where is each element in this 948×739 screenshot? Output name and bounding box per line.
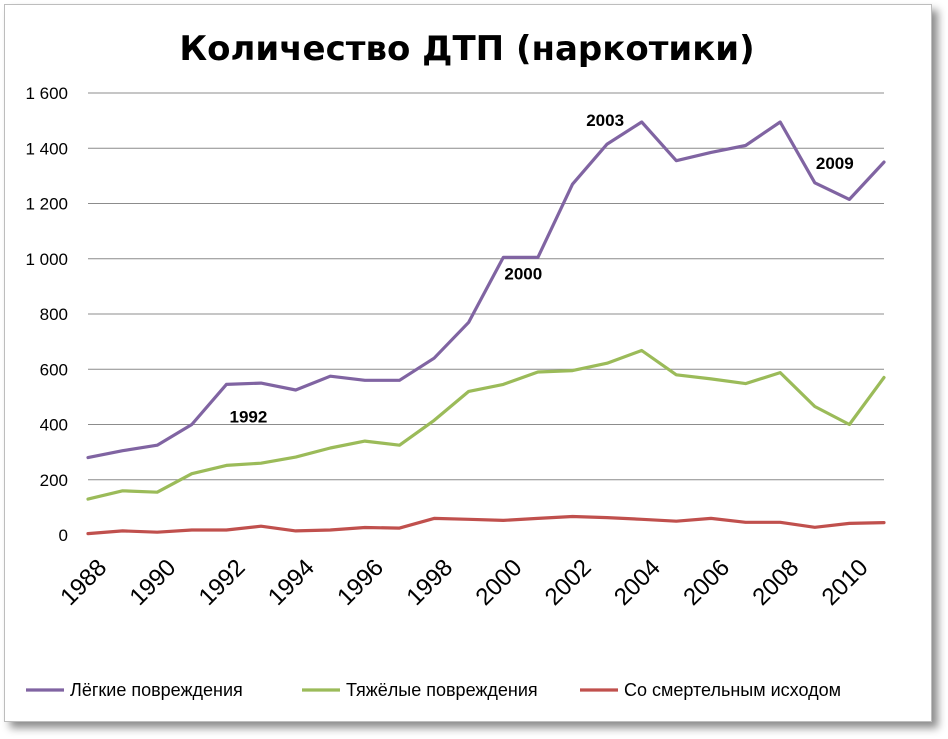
y-tick-label: 400: [40, 416, 68, 435]
annotation-label: 1992: [230, 407, 268, 426]
series-line-2: [86, 348, 886, 501]
x-axis-ticks: 1988 1990 1992 1994 1996 1998 2000 2002 2004 2006…: [55, 554, 873, 611]
y-axis-ticks: 0 200 400 600 800 1 000 1 200 1 400 1 600: [25, 84, 68, 545]
series-line-3: [86, 514, 886, 536]
legend-label: Со смертельным исходом: [624, 680, 841, 700]
y-tick-label: 1 200: [25, 195, 68, 214]
x-tick-label: 2000: [471, 554, 528, 611]
legend-item-3: Со смертельным исходом: [580, 680, 841, 700]
annotation-label: 2009: [816, 154, 854, 173]
x-tick-label: 1988: [55, 554, 112, 611]
y-tick-label: 0: [59, 526, 68, 545]
gridlines: [88, 92, 884, 481]
x-tick-label: 1992: [194, 554, 251, 611]
annotation-label: 2003: [586, 111, 624, 130]
x-tick-label: 1996: [332, 554, 389, 611]
y-tick-label: 1 400: [25, 139, 68, 158]
x-tick-label: 2002: [540, 554, 597, 611]
y-tick-label: 800: [40, 305, 68, 324]
x-tick-label: 2010: [817, 554, 874, 611]
x-tick-label: 1994: [263, 554, 320, 611]
chart-title: Количество ДТП (наркотики): [179, 29, 754, 69]
series-line-1: [86, 120, 886, 460]
series-lines: [86, 120, 886, 536]
y-tick-label: 600: [40, 360, 68, 379]
legend-label: Лёгкие повреждения: [70, 680, 243, 700]
x-tick-label: 2004: [609, 554, 666, 611]
y-tick-label: 200: [40, 471, 68, 490]
x-tick-label: 2008: [747, 554, 804, 611]
x-tick-label: 1998: [401, 554, 458, 611]
legend: Лёгкие повреждения Тяжёлые повреждения Со …: [26, 680, 841, 700]
legend-item-1: Лёгкие повреждения: [26, 680, 243, 700]
annotations: 1992 2000 2003 2009: [230, 111, 854, 426]
y-tick-label: 1 000: [25, 250, 68, 269]
x-tick-label: 1990: [124, 554, 181, 611]
annotation-label: 2000: [504, 264, 542, 283]
x-tick-label: 2006: [678, 554, 735, 611]
legend-label: Тяжёлые повреждения: [346, 680, 538, 700]
y-tick-label: 1 600: [25, 84, 68, 103]
legend-item-2: Тяжёлые повреждения: [302, 680, 538, 700]
